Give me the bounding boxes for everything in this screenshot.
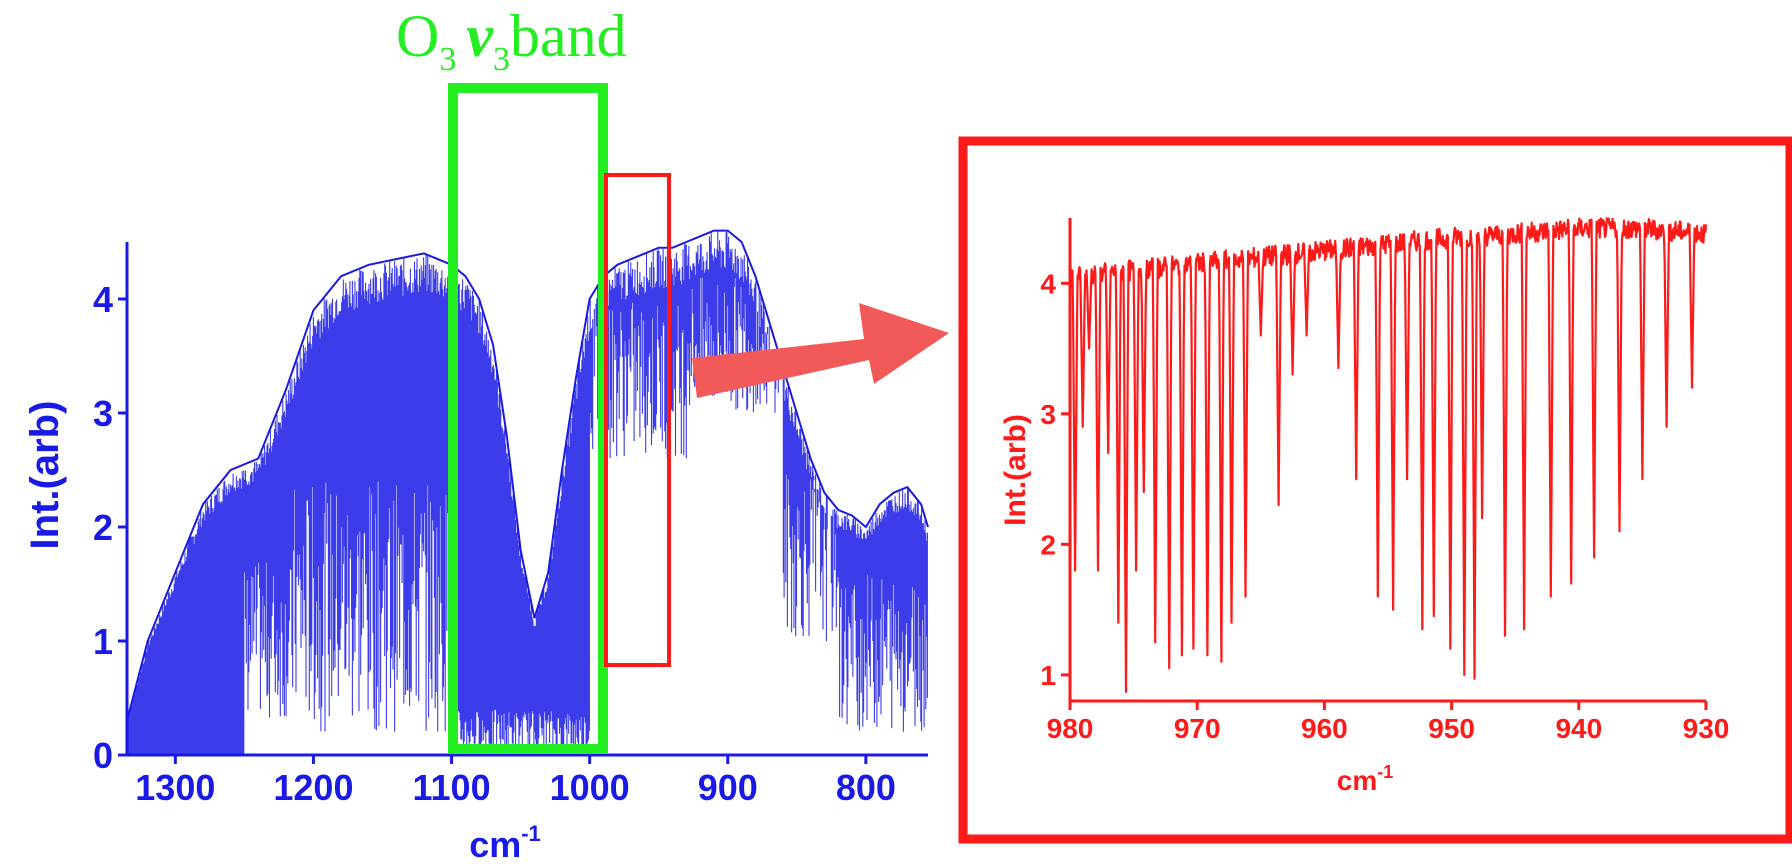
band-label-species: O [396, 3, 440, 69]
zoom-x-tick-label: 970 [1174, 713, 1221, 744]
overview-chart: 1300 1200 1100 1000 900 800 0 1 2 3 4 [93, 229, 929, 808]
zoom-y-axis-label: Int.(arb) [999, 414, 1032, 526]
overview-x-tick-label: 1200 [273, 767, 353, 808]
zoom-y-tick-label: 2 [1040, 529, 1056, 560]
overview-y-tick-label: 0 [93, 735, 113, 776]
overview-spectrum-lines [126, 230, 928, 755]
band-label-suffix: band [509, 3, 627, 69]
zoom-x-axis-label: cm-1 [1337, 762, 1393, 796]
zoom-y-tick-label: 3 [1040, 399, 1056, 430]
zoom-arrow [692, 303, 949, 398]
band-label-species-subscript: 3 [439, 41, 457, 78]
band-label: O3 ν3band [396, 3, 627, 77]
overview-x-tick-label: 1000 [550, 767, 630, 808]
zoom-panel-frame [958, 136, 1792, 844]
overview-x-tick-label: 1300 [135, 767, 215, 808]
band-label-mode: ν [466, 3, 493, 69]
overview-y-tick-label: 4 [93, 279, 113, 320]
zoom-x-tick-label: 980 [1047, 713, 1094, 744]
overview-x-tick-label: 900 [698, 767, 758, 808]
o3-band-highlight-box [448, 83, 608, 754]
overview-y-tick-label: 1 [93, 621, 113, 662]
overview-spectrum-envelope [126, 229, 929, 722]
overview-x-axis-label: cm-1 [469, 821, 541, 862]
zoom-region-box [604, 173, 671, 667]
zoom-x-tick-label: 930 [1683, 713, 1730, 744]
zoom-x-tick-label: 940 [1555, 713, 1602, 744]
overview-y-tick-label: 2 [93, 507, 113, 548]
band-label-mode-subscript: 3 [492, 41, 510, 78]
zoom-y-tick-label: 4 [1040, 268, 1056, 299]
zoom-spectrum-line [1068, 217, 1708, 693]
zoom-y-tick-label: 1 [1040, 660, 1056, 691]
zoom-x-tick-label: 950 [1428, 713, 1475, 744]
overview-x-tick-label: 800 [836, 767, 896, 808]
overview-y-axis-label: Int.(arb) [23, 401, 67, 550]
overview-x-tick-label: 1100 [412, 767, 490, 808]
zoom-chart: 980 970 960 950 940 930 1 2 3 4 [1040, 217, 1730, 744]
overview-y-tick-label: 3 [93, 393, 113, 434]
zoom-x-tick-label: 960 [1301, 713, 1348, 744]
